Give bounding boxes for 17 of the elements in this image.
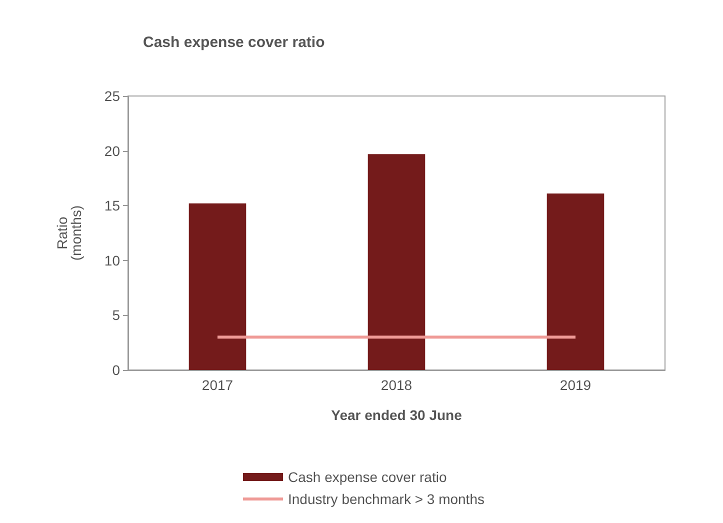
y-tick-label: 15 (104, 198, 120, 214)
legend-label: Industry benchmark > 3 months (288, 491, 484, 507)
y-tick-label: 25 (104, 88, 120, 104)
legend-label: Cash expense cover ratio (288, 469, 447, 485)
x-tick-label: 2018 (380, 377, 412, 393)
bar (546, 194, 604, 370)
y-tick-label: 10 (104, 252, 120, 268)
x-tick-label: 2017 (202, 377, 234, 393)
x-axis-title: Year ended 30 June (331, 407, 462, 423)
x-tick-label: 2019 (560, 377, 592, 393)
y-axis-title: Ratio (months) (54, 205, 84, 261)
y-tick-label: 5 (112, 307, 120, 324)
y-tick-label: 0 (112, 362, 120, 378)
chart-title: Cash expense cover ratio (143, 34, 325, 51)
bar (368, 154, 426, 370)
y-tick-label: 20 (104, 142, 120, 159)
bar (188, 203, 246, 370)
